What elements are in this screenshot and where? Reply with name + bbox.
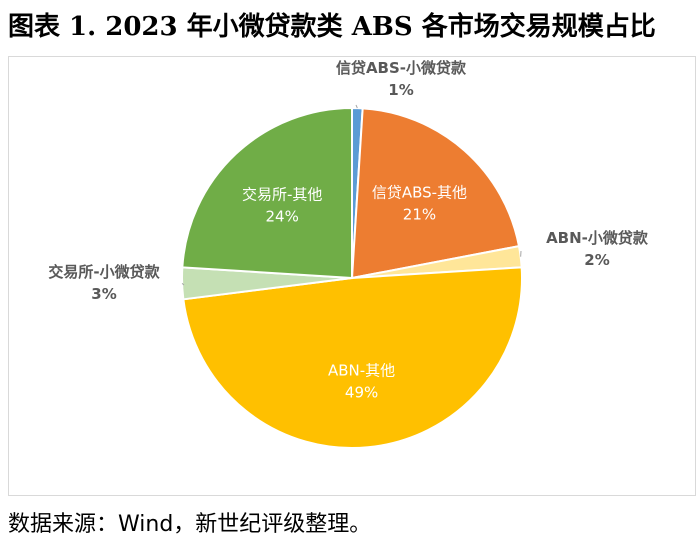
slice-label: ABN-其他	[328, 362, 395, 380]
slice-label: 信贷ABS-小微贷款	[336, 59, 467, 77]
leader-line	[355, 104, 358, 109]
slice-percent-label: 49%	[345, 384, 378, 402]
chart-area: 信贷ABS-小微贷款 1% 信贷ABS-其他 21% ABN-小微贷款 2% ABN-其他 4…	[8, 56, 696, 496]
slice-label: 交易所-其他	[242, 186, 322, 204]
slice-label: 信贷ABS-其他	[372, 183, 467, 201]
chart-title: 图表 1. 2023 年小微贷款类 ABS 各市场交易规模占比	[8, 12, 656, 42]
slice-label: ABN-小微贷款	[546, 229, 649, 247]
pie-slice	[181, 106, 353, 280]
pie-slice	[182, 266, 524, 450]
slice-percent-label: 24%	[266, 208, 299, 226]
slice-percent-label: 2%	[584, 251, 609, 269]
slice-percent-label: 21%	[403, 205, 436, 223]
slice-label: 交易所-小微贷款	[48, 263, 160, 281]
slice-percent-label: 3%	[91, 285, 116, 303]
pie-chart: 信贷ABS-小微贷款 1% 信贷ABS-其他 21% ABN-小微贷款 2% ABN-其他 4…	[48, 59, 649, 450]
slice-percent-label: 1%	[388, 81, 413, 99]
source-note: 数据来源：Wind，新世纪评级整理。	[8, 512, 372, 537]
pie-slice	[350, 107, 521, 280]
leader-line	[181, 282, 185, 286]
